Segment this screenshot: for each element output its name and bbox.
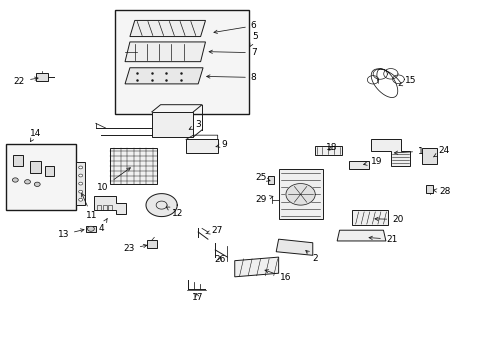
Text: 2: 2 <box>305 251 318 264</box>
Polygon shape <box>94 196 126 214</box>
Text: 21: 21 <box>368 235 396 244</box>
Text: 5: 5 <box>249 32 258 47</box>
Polygon shape <box>125 42 205 62</box>
Circle shape <box>87 226 94 231</box>
Circle shape <box>79 198 82 201</box>
Text: 26: 26 <box>214 255 225 264</box>
Bar <box>278 169 322 220</box>
Bar <box>36 73 48 81</box>
Text: 29: 29 <box>255 195 272 204</box>
Circle shape <box>34 182 40 186</box>
Bar <box>5 144 76 211</box>
Polygon shape <box>370 139 409 166</box>
Text: 28: 28 <box>432 187 450 196</box>
Bar <box>185 139 217 153</box>
Text: 24: 24 <box>432 146 449 157</box>
Bar <box>426 185 432 193</box>
Bar <box>147 240 157 248</box>
Circle shape <box>79 190 82 193</box>
Bar <box>315 146 341 155</box>
Polygon shape <box>276 239 312 255</box>
Text: 3: 3 <box>189 120 201 129</box>
Text: 27: 27 <box>205 226 222 235</box>
Circle shape <box>79 166 82 169</box>
Text: 15: 15 <box>398 76 416 86</box>
Text: 17: 17 <box>191 293 203 302</box>
Bar <box>422 148 436 164</box>
Bar <box>351 211 387 225</box>
Polygon shape <box>146 194 177 217</box>
Text: 20: 20 <box>374 215 403 224</box>
Text: 7: 7 <box>209 48 256 57</box>
Bar <box>152 112 193 137</box>
Bar <box>267 176 274 184</box>
Text: 1: 1 <box>394 147 423 156</box>
Text: 9: 9 <box>216 140 227 149</box>
Polygon shape <box>285 184 315 205</box>
Text: 13: 13 <box>58 229 84 239</box>
Circle shape <box>24 180 30 184</box>
Text: 18: 18 <box>326 143 337 152</box>
Text: 8: 8 <box>206 73 256 82</box>
Bar <box>30 161 41 173</box>
Circle shape <box>79 182 82 185</box>
Text: 10: 10 <box>97 168 130 192</box>
Text: 4: 4 <box>98 219 107 233</box>
Text: 23: 23 <box>123 244 146 253</box>
Text: 19: 19 <box>363 157 382 166</box>
Polygon shape <box>130 21 205 37</box>
Text: 22: 22 <box>14 77 38 86</box>
Polygon shape <box>234 257 278 277</box>
Bar <box>86 226 96 232</box>
Bar <box>110 148 157 184</box>
Circle shape <box>79 174 82 177</box>
Bar <box>13 155 22 166</box>
Polygon shape <box>125 68 203 84</box>
Text: 6: 6 <box>214 21 256 33</box>
Text: 16: 16 <box>264 270 291 282</box>
Bar <box>115 10 249 114</box>
Text: 25: 25 <box>255 173 269 182</box>
Bar <box>76 162 85 205</box>
Bar <box>348 161 368 169</box>
Bar <box>44 166 54 176</box>
Text: 14: 14 <box>30 129 41 141</box>
Text: 12: 12 <box>166 207 183 218</box>
Text: 11: 11 <box>81 193 97 220</box>
Circle shape <box>12 178 18 182</box>
Polygon shape <box>336 230 385 241</box>
